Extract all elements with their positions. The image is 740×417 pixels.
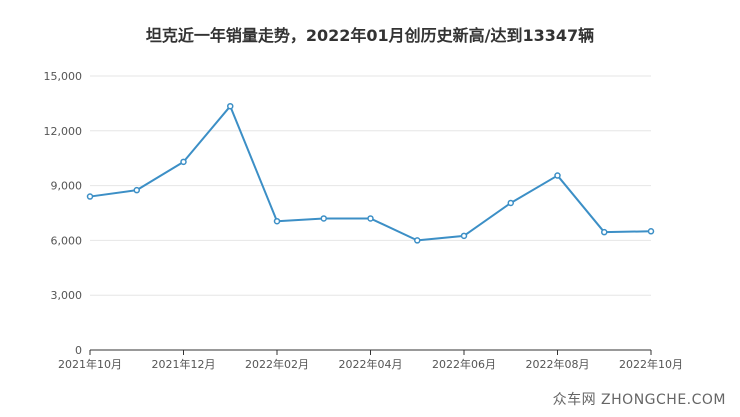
y-tick-label: 0 (75, 344, 82, 357)
y-tick-label: 3,000 (51, 289, 83, 302)
data-point (180, 158, 187, 166)
data-point (367, 215, 374, 222)
x-tick-label: 2022年02月 (245, 357, 309, 371)
data-point (647, 228, 655, 235)
data-point (601, 228, 608, 236)
x-tick-label: 2022年08月 (526, 357, 590, 371)
chart-title: 坦克近一年销量走势，2022年01月创历史新高/达到13347辆 (145, 26, 595, 45)
x-tick-label: 2022年06月 (432, 357, 496, 371)
x-tick-label: 2022年10月 (619, 357, 683, 371)
data-point (133, 186, 140, 194)
x-tick-label: 2022年04月 (339, 357, 403, 371)
gridlines (90, 75, 651, 296)
watermark: 众车网 ZHONGCHE.COM (552, 392, 726, 408)
data-point (414, 237, 421, 244)
data-point (86, 193, 94, 200)
data-point (507, 199, 514, 207)
y-tick-label: 9,000 (51, 180, 83, 193)
data-point (227, 102, 234, 110)
data-point (273, 217, 281, 225)
x-axis: 2021年10月 2021年12月 2022年02月 2022年04月 2022年06月… (58, 349, 683, 371)
x-tick-label: 2021年10月 (58, 357, 122, 371)
data-point (554, 172, 561, 179)
data-point (460, 232, 468, 240)
y-tick-label: 12,000 (44, 125, 83, 138)
y-axis: 0 3,000 6,000 9,000 12,000 15,000 (44, 70, 83, 357)
y-tick-label: 15,000 (44, 70, 83, 83)
y-tick-label: 6,000 (51, 234, 83, 247)
x-tick-label: 2021年12月 (152, 357, 216, 371)
series-layer (86, 102, 655, 244)
data-point (320, 215, 327, 222)
